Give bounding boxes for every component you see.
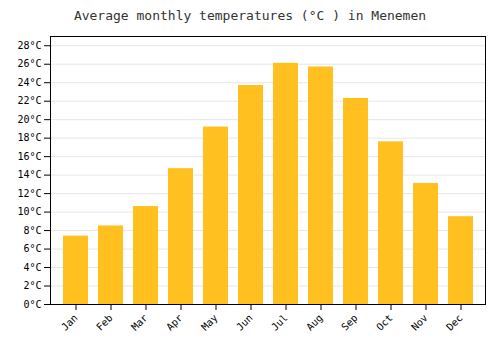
svg-text:6°C: 6°C — [23, 243, 41, 254]
svg-text:Dec: Dec — [444, 312, 465, 333]
svg-text:12°C: 12°C — [17, 188, 41, 199]
svg-text:Jan: Jan — [59, 312, 80, 333]
svg-text:Oct: Oct — [374, 312, 395, 333]
svg-text:Nov: Nov — [409, 312, 430, 333]
html-text:Average monthly temperatures (: Average monthly temperatures (°C ) in Me… — [73, 8, 427, 23]
svg-text:Apr: Apr — [164, 312, 185, 333]
svg-text:26°C: 26°C — [17, 58, 41, 69]
svg-text:24°C: 24°C — [17, 77, 41, 88]
svg-text:22°C: 22°C — [17, 95, 41, 106]
svg-text:Sep: Sep — [339, 312, 360, 333]
svg-text:May: May — [199, 312, 220, 333]
svg-text:Jun: Jun — [234, 312, 255, 333]
svg-text:4°C: 4°C — [23, 262, 41, 273]
svg-text:14°C: 14°C — [17, 169, 41, 180]
svg-text:Mar: Mar — [129, 312, 150, 333]
svg-text:10°C: 10°C — [17, 206, 41, 217]
svg-text:8°C: 8°C — [23, 225, 41, 236]
svg-text:0°C: 0°C — [23, 299, 41, 310]
svg-text:20°C: 20°C — [17, 114, 41, 125]
svg-text:16°C: 16°C — [17, 151, 41, 162]
svg-text:Feb: Feb — [94, 312, 115, 333]
svg-text:2°C: 2°C — [23, 280, 41, 291]
svg-text:Aug: Aug — [304, 312, 325, 333]
svg-text:18°C: 18°C — [17, 132, 41, 143]
svg-text:28°C: 28°C — [17, 40, 41, 51]
svg-text:Jul: Jul — [269, 312, 290, 333]
